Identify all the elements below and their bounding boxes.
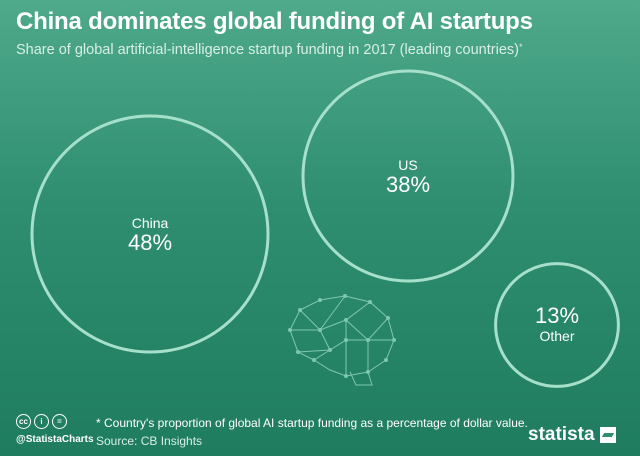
bubble-value-other: 13% <box>535 303 579 328</box>
cc-icon: cc <box>16 414 31 429</box>
bubble-china <box>30 114 270 354</box>
by-icon: i <box>34 414 49 429</box>
subtitle-text: Share of global artificial-intelligence … <box>16 42 519 58</box>
subtitle-footnote-mark: * <box>518 42 523 52</box>
statista-logo[interactable]: statista <box>528 424 616 446</box>
bubble-us <box>301 69 515 283</box>
license-icons: cc i = <box>16 414 67 429</box>
bubble-other <box>494 262 620 388</box>
statista-mark-icon <box>599 427 616 443</box>
bubble-label-us: US <box>398 157 417 173</box>
bubble-label-other: Other <box>539 328 574 344</box>
source-line: Source: CB Insights <box>96 434 203 448</box>
nd-icon: = <box>52 414 67 429</box>
social-handle[interactable]: @StatistaCharts <box>16 434 94 445</box>
brand-name: statista <box>528 424 595 445</box>
chart-title: China dominates global funding of AI sta… <box>16 8 533 35</box>
brain-network-icon <box>288 294 396 386</box>
bubble-value-china: 48% <box>128 230 172 255</box>
footnote: * Country's proportion of global AI star… <box>96 416 528 430</box>
bubble-label-china: China <box>132 215 169 231</box>
bubble-value-us: 38% <box>386 172 430 197</box>
chart-subtitle: Share of global artificial-intelligence … <box>16 42 522 58</box>
